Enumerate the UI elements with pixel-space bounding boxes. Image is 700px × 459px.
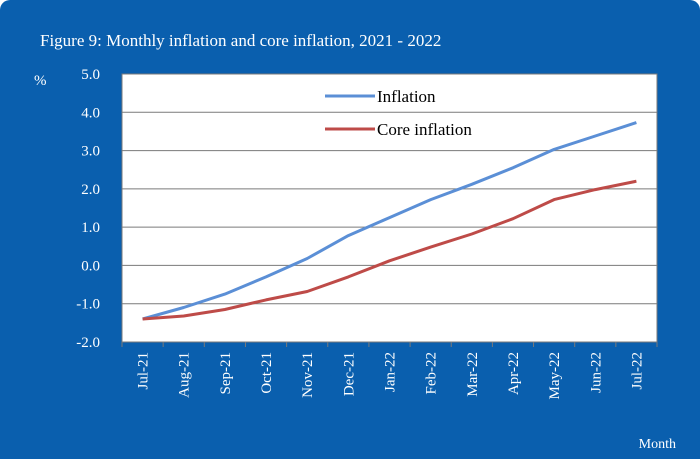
y-axis-unit-label: % [34, 73, 47, 89]
y-tick-label: -1.0 [76, 297, 100, 313]
x-tick-label: May-22 [547, 352, 563, 400]
x-tick-label: Dec-21 [341, 352, 357, 396]
y-tick-label: -2.0 [76, 335, 100, 351]
y-tick-label: 2.0 [81, 182, 100, 198]
x-tick-label: Nov-21 [300, 352, 316, 398]
gridlines [121, 73, 658, 347]
x-tick-label: Jul-22 [629, 352, 645, 390]
x-tick-label: Jun-22 [588, 352, 604, 393]
y-tick-label: 5.0 [81, 67, 100, 83]
legend-label: Core inflation [377, 120, 472, 139]
series-line-0 [142, 121, 637, 321]
y-tick-label: 1.0 [81, 220, 100, 236]
series-line-1 [142, 179, 637, 321]
x-tick-label: Apr-22 [506, 352, 522, 395]
x-axis-label: Month [639, 437, 676, 452]
legend: Inflation Core inflation [325, 87, 472, 139]
y-tick-label: 3.0 [81, 144, 100, 160]
y-tick-label: 0.0 [81, 258, 100, 274]
y-tick-label: 4.0 [81, 105, 100, 121]
plot-border [121, 73, 658, 343]
x-tick-label: Feb-22 [424, 352, 440, 395]
y-axis-tick-labels: 5.0 4.0 3.0 2.0 1.0 0.0 -1.0 -2.0 [76, 67, 100, 351]
x-tick-label: Jan-22 [383, 352, 399, 392]
x-tick-label: Mar-22 [465, 352, 481, 397]
x-tick-label: Sep-21 [218, 352, 234, 395]
x-tick-label: Jul-21 [136, 352, 152, 390]
x-axis-tick-labels: Jul-21 Aug-21 Sep-21 Oct-21 Nov-21 Dec-21 Jan-… [136, 352, 646, 400]
x-tick-label: Oct-21 [259, 352, 275, 394]
chart-title: Figure 9: Monthly inflation and core inf… [40, 31, 441, 50]
x-tick-label: Aug-21 [177, 352, 193, 398]
legend-label: Inflation [377, 87, 436, 106]
series-lines [142, 121, 637, 321]
